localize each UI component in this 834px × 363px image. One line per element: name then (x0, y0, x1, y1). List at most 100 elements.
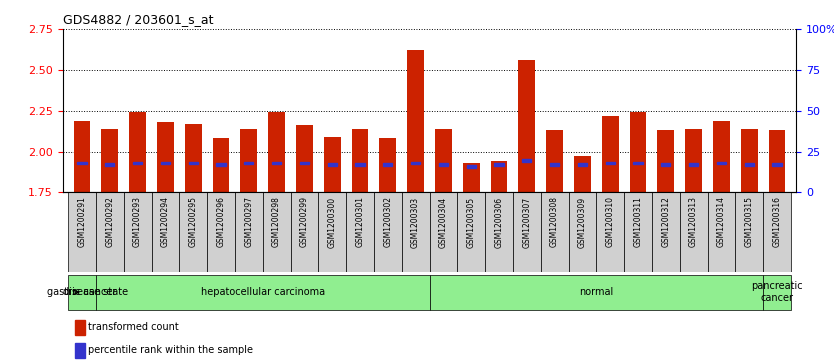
Bar (188, 162, 198, 164)
Bar (352, 129, 369, 192)
Bar (411, 162, 420, 164)
Bar (272, 162, 281, 164)
Bar (129, 113, 146, 192)
Bar (152, 192, 179, 272)
Bar (379, 138, 396, 192)
Bar (96, 192, 123, 272)
Bar (680, 192, 707, 272)
Bar (713, 121, 730, 192)
Bar (207, 192, 235, 272)
Text: percentile rank within the sample: percentile rank within the sample (88, 345, 253, 355)
Bar (495, 163, 504, 166)
Bar (244, 162, 254, 164)
Bar (661, 163, 671, 166)
Bar (602, 115, 619, 192)
Bar (513, 192, 540, 272)
Bar (185, 124, 202, 192)
Text: GSM1200301: GSM1200301 (355, 196, 364, 247)
Bar (157, 122, 173, 192)
Text: GSM1200300: GSM1200300 (328, 196, 337, 248)
Bar (540, 192, 569, 272)
Text: GSM1200310: GSM1200310 (605, 196, 615, 247)
Bar (430, 192, 457, 272)
Bar (439, 163, 448, 166)
Bar (546, 130, 563, 192)
Bar (299, 162, 309, 164)
Bar (716, 162, 726, 164)
Bar (624, 192, 652, 272)
Bar (346, 192, 374, 272)
Bar (745, 163, 754, 166)
Bar (689, 163, 698, 166)
Bar (485, 192, 513, 272)
Bar (73, 121, 90, 192)
Text: GSM1200295: GSM1200295 (188, 196, 198, 247)
Text: gastric cancer: gastric cancer (48, 287, 117, 297)
Bar (105, 163, 114, 166)
Bar (435, 129, 452, 192)
Bar (630, 113, 646, 192)
Bar (78, 162, 87, 164)
Bar (374, 192, 402, 272)
Text: GSM1200291: GSM1200291 (78, 196, 87, 247)
Bar (574, 156, 590, 192)
Bar (769, 130, 786, 192)
Bar (741, 129, 757, 192)
Bar (75, 320, 85, 335)
Bar (634, 162, 642, 164)
Text: GSM1200313: GSM1200313 (689, 196, 698, 247)
Bar (550, 163, 559, 166)
Bar (235, 192, 263, 272)
Bar (736, 192, 763, 272)
Text: GSM1200293: GSM1200293 (133, 196, 142, 247)
Bar (179, 192, 207, 272)
Text: GDS4882 / 203601_s_at: GDS4882 / 203601_s_at (63, 13, 213, 26)
Bar (652, 192, 680, 272)
Bar (355, 163, 364, 166)
Bar (213, 138, 229, 192)
Text: hepatocellular carcinoma: hepatocellular carcinoma (201, 287, 324, 297)
Bar (430, 275, 763, 310)
Text: GSM1200297: GSM1200297 (244, 196, 254, 247)
Text: GSM1200316: GSM1200316 (772, 196, 781, 247)
Bar (319, 192, 346, 272)
Bar (324, 137, 340, 192)
Bar (75, 343, 85, 358)
Bar (133, 162, 142, 164)
Text: GSM1200304: GSM1200304 (439, 196, 448, 248)
Bar (263, 192, 290, 272)
Bar (763, 275, 791, 310)
Text: GSM1200306: GSM1200306 (495, 196, 504, 248)
Text: disease state: disease state (63, 287, 128, 297)
Bar (519, 60, 535, 192)
Bar (467, 165, 475, 168)
Text: GSM1200296: GSM1200296 (217, 196, 225, 247)
Text: GSM1200314: GSM1200314 (717, 196, 726, 247)
Bar (657, 130, 674, 192)
Bar (407, 50, 424, 192)
Bar (240, 129, 257, 192)
Bar (102, 129, 118, 192)
Text: GSM1200315: GSM1200315 (745, 196, 754, 247)
Text: normal: normal (579, 287, 614, 297)
Bar (686, 129, 702, 192)
Bar (328, 163, 337, 166)
Bar (383, 163, 392, 166)
Bar (605, 162, 615, 164)
Text: GSM1200298: GSM1200298 (272, 196, 281, 247)
Bar (296, 125, 313, 192)
Text: GSM1200308: GSM1200308 (550, 196, 559, 247)
Bar (463, 163, 480, 192)
Bar (522, 159, 531, 162)
Bar (596, 192, 624, 272)
Bar (578, 163, 587, 166)
Bar (707, 192, 736, 272)
Bar (217, 163, 225, 166)
Text: transformed count: transformed count (88, 322, 178, 333)
Text: GSM1200309: GSM1200309 (578, 196, 587, 248)
Bar (96, 275, 430, 310)
Bar (290, 192, 319, 272)
Text: GSM1200292: GSM1200292 (105, 196, 114, 247)
Text: pancreatic
cancer: pancreatic cancer (751, 281, 803, 303)
Bar (569, 192, 596, 272)
